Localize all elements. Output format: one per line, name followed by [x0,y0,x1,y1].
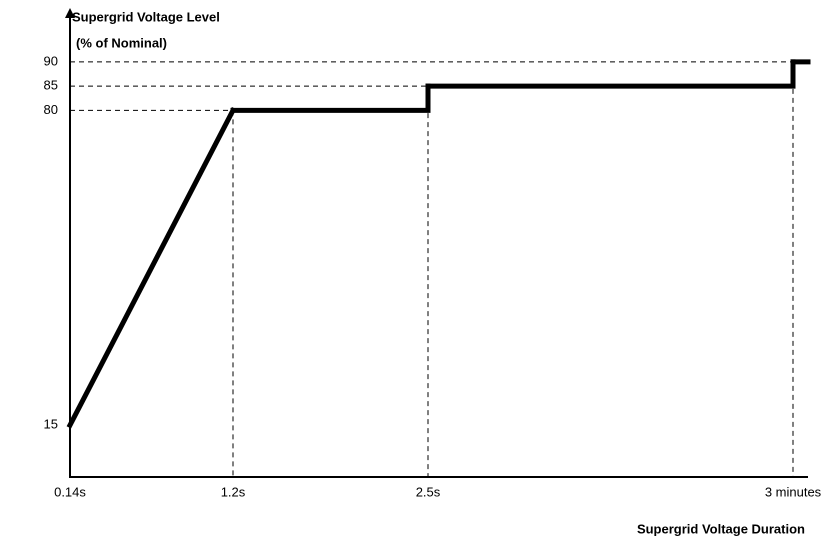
line-segment [66,106,237,429]
x-tick-label: 1.2s [221,484,246,499]
x-tick-label: 3 minutes [765,484,822,499]
y-axis-label: (% of Nominal) [76,35,167,50]
y-tick-label: 90 [44,53,58,68]
y-axis-label: Supergrid Voltage Level [72,9,220,24]
y-tick-label: 15 [44,417,58,432]
y-axis-arrow [65,8,75,18]
x-tick-label: 0.14s [54,484,86,499]
y-tick-label: 80 [44,102,58,117]
x-axis-label: Supergrid Voltage Duration [637,521,805,536]
line-segment [425,59,796,89]
x-tick-label: 2.5s [416,484,441,499]
line-segment [230,83,431,113]
y-tick-label: 85 [44,78,58,93]
